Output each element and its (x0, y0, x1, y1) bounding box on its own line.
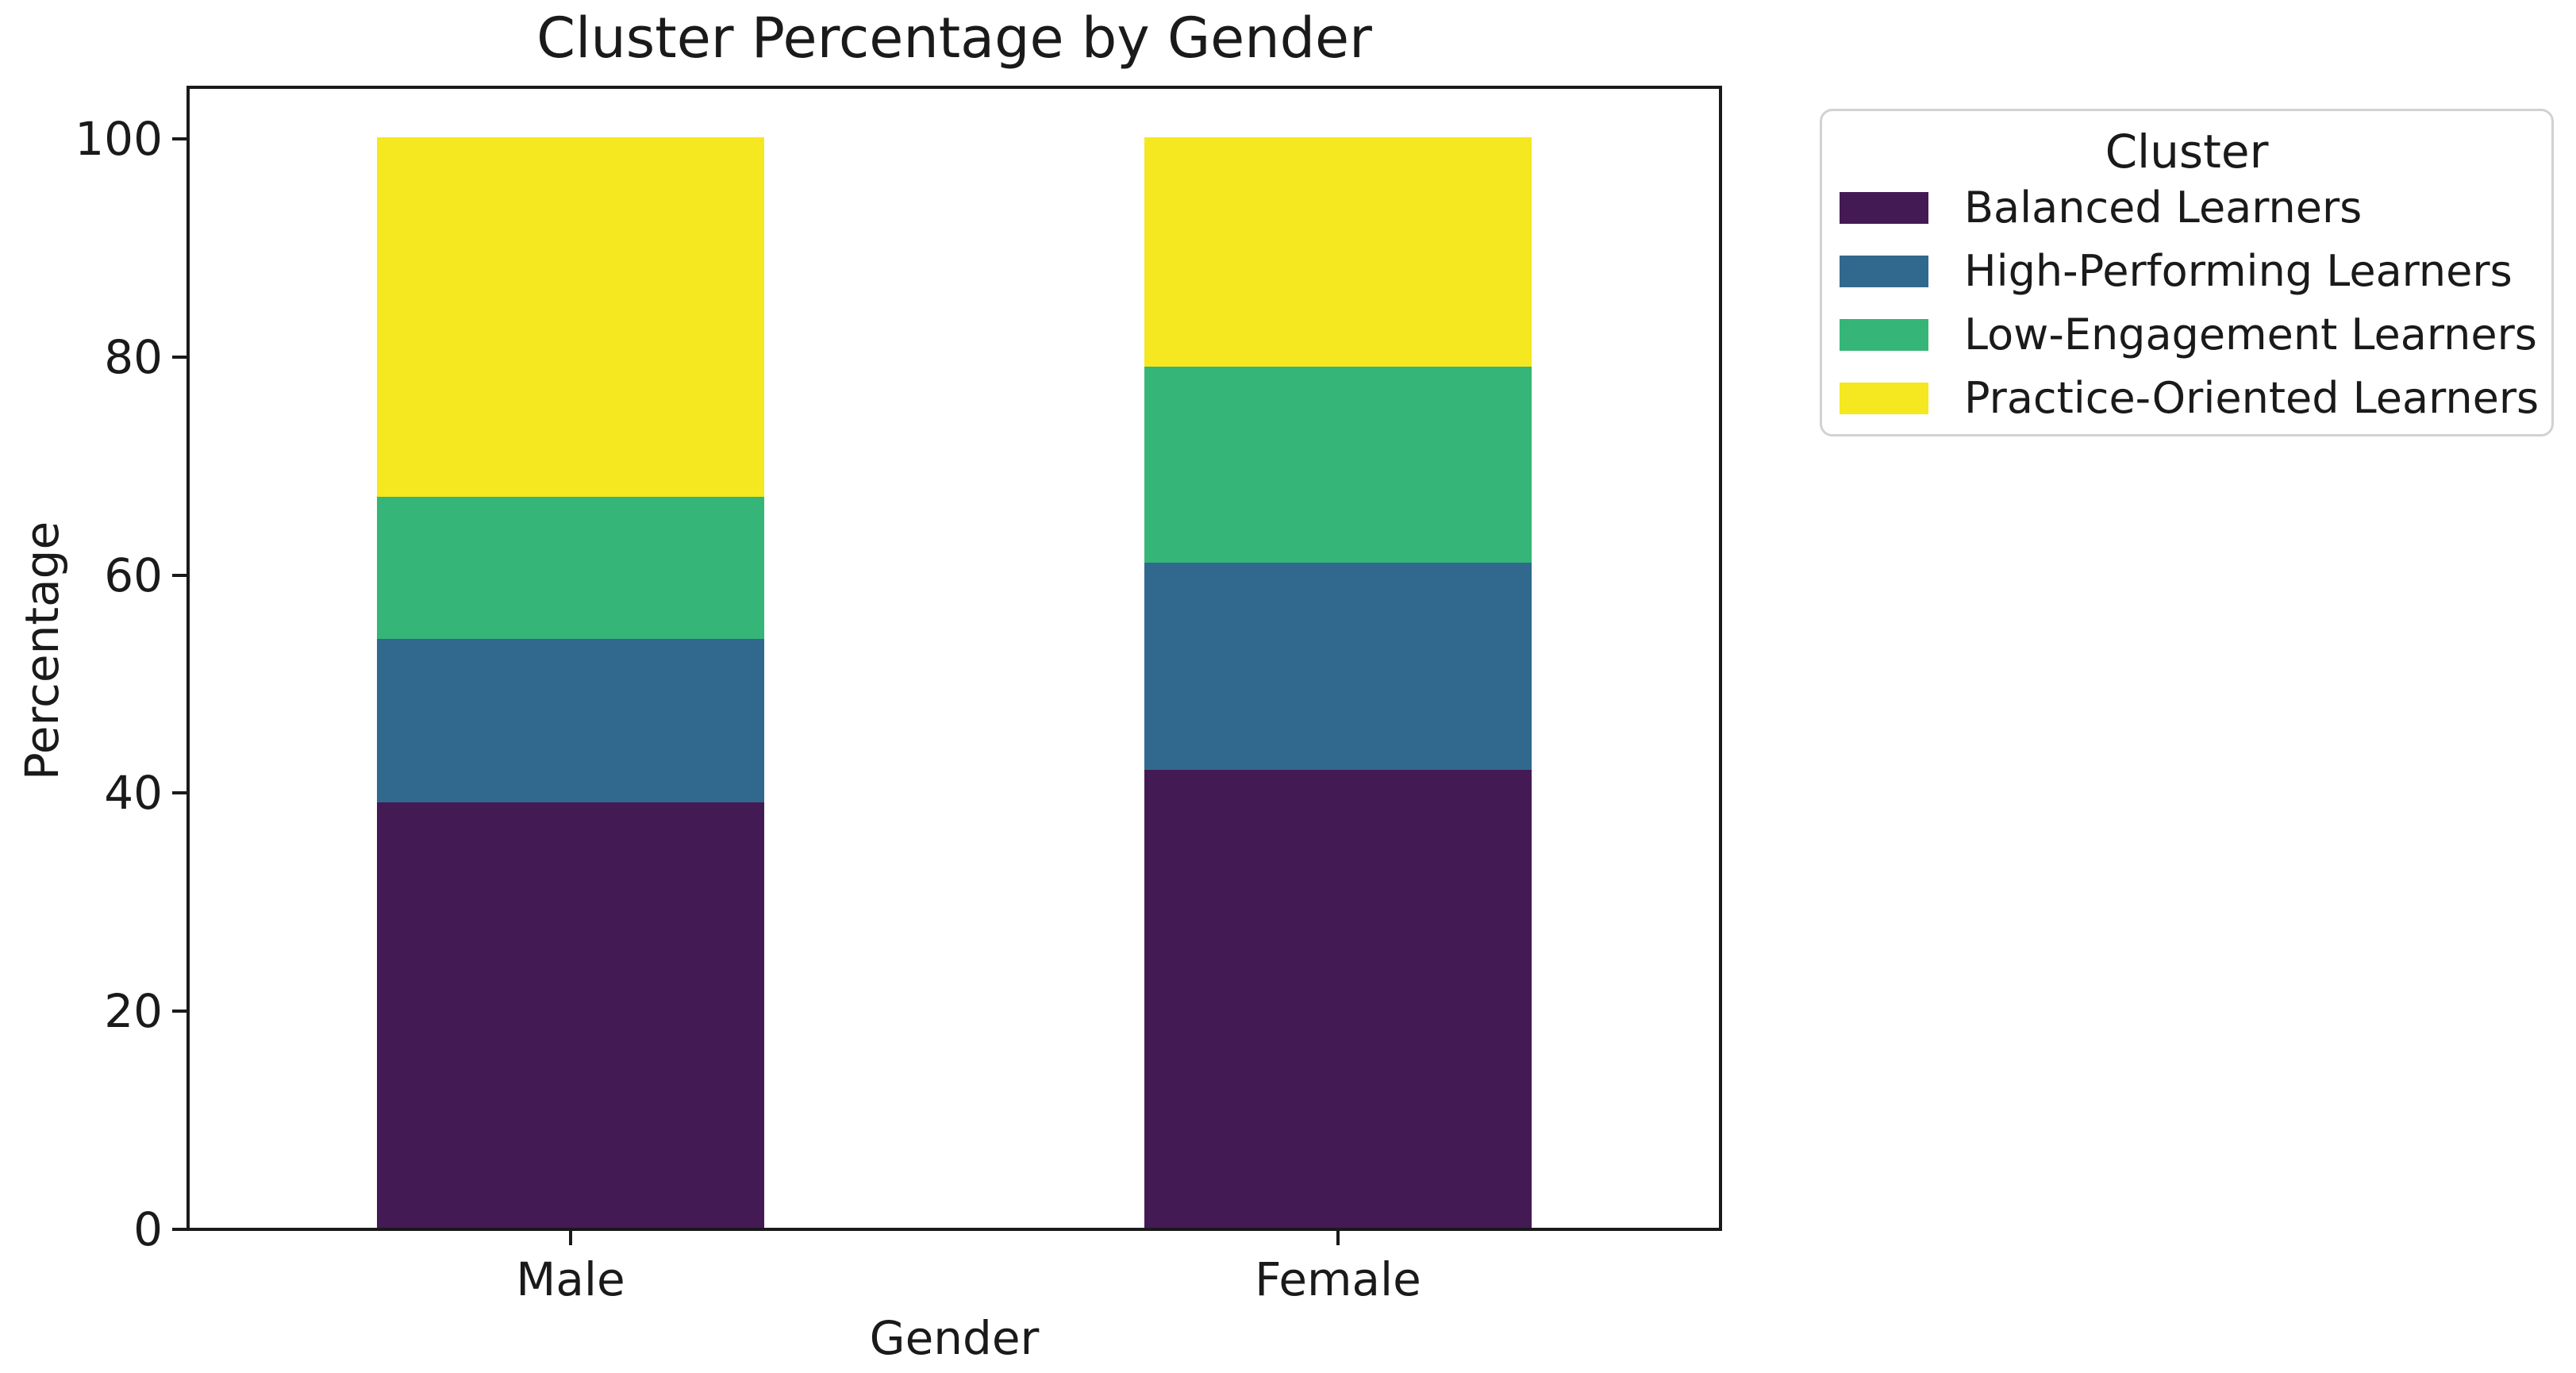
y-tick-mark (172, 137, 186, 140)
y-tick-mark (172, 355, 186, 359)
segment-male-balanced-learners (377, 802, 764, 1228)
legend-swatch-practice-oriented-learners (1840, 383, 1928, 414)
legend-item: High-Performing Learners (1822, 240, 2551, 303)
y-tick-label: 60 (104, 548, 163, 602)
y-tick-label: 100 (75, 112, 163, 166)
legend-title: Cluster (2105, 125, 2269, 179)
y-tick-label: 0 (133, 1202, 163, 1256)
legend-item: Practice-Oriented Learners (1822, 367, 2551, 430)
legend-label: Practice-Oriented Learners (1964, 373, 2539, 423)
segment-female-low-engagement-learners (1144, 367, 1532, 563)
y-tick-label: 20 (104, 984, 163, 1039)
segment-male-low-engagement-learners (377, 497, 764, 639)
segment-female-high-performing-learners (1144, 563, 1532, 770)
bar-female (1144, 137, 1532, 1228)
legend-label: Low-Engagement Learners (1964, 310, 2537, 360)
legend-swatch-high-performing-learners (1840, 256, 1928, 287)
legend-swatch-low-engagement-learners (1840, 319, 1928, 351)
y-tick-label: 80 (104, 329, 163, 384)
y-tick-label: 40 (104, 766, 163, 821)
x-tick-label-male: Male (516, 1252, 625, 1306)
x-tick-mark (569, 1231, 572, 1245)
segment-female-balanced-learners (1144, 770, 1532, 1228)
legend-item: Balanced Learners (1822, 176, 2551, 240)
legend-label: High-Performing Learners (1964, 246, 2513, 296)
x-axis-label: Gender (869, 1311, 1040, 1365)
segment-male-high-performing-learners (377, 639, 764, 802)
y-tick-mark (172, 791, 186, 795)
y-tick-mark (172, 1228, 186, 1231)
chart-title: Cluster Percentage by Gender (536, 6, 1372, 71)
legend-rows: Balanced Learners High-Performing Learner… (1822, 176, 2551, 430)
x-tick-mark (1336, 1231, 1340, 1245)
y-tick-mark (172, 1010, 186, 1013)
legend-item: Low-Engagement Learners (1822, 303, 2551, 367)
legend-swatch-balanced-learners (1840, 192, 1928, 224)
y-tick-mark (172, 573, 186, 577)
segment-female-practice-oriented-learners (1144, 137, 1532, 367)
segment-male-practice-oriented-learners (377, 137, 764, 497)
bar-male (377, 137, 764, 1228)
plot-area (186, 86, 1722, 1231)
x-tick-label-female: Female (1255, 1252, 1421, 1306)
legend: Cluster Balanced Learners High-Performing… (1820, 109, 2554, 437)
legend-label: Balanced Learners (1964, 183, 2363, 233)
